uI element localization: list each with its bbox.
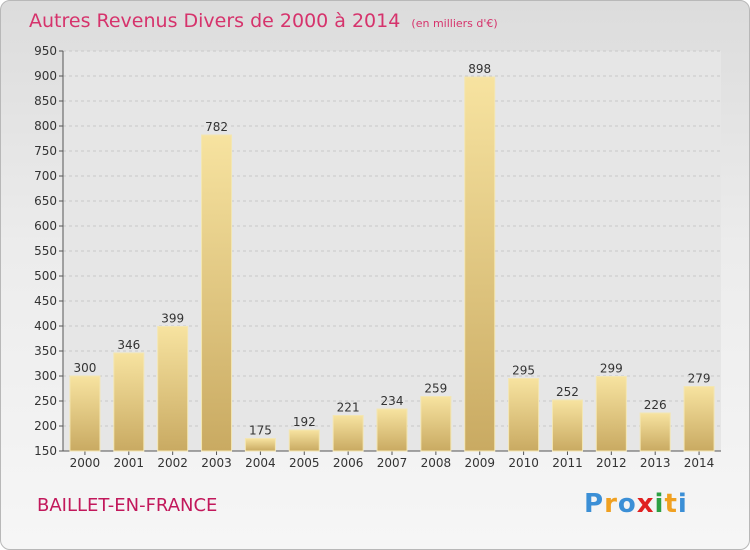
logo-letter: t	[664, 489, 678, 519]
y-tick-label: 250	[34, 394, 57, 408]
x-tick-label: 2014	[684, 456, 715, 470]
x-tick-label: 2003	[201, 456, 232, 470]
bar-2002	[157, 326, 189, 452]
y-tick-label: 300	[34, 369, 57, 383]
logo-letter: i	[677, 489, 688, 519]
x-tick-label: 2000	[70, 456, 101, 470]
chart-title-block: Autres Revenus Divers de 2000 à 2014 (en…	[29, 10, 498, 32]
bar-2013	[639, 412, 671, 452]
x-tick-label: 2011	[552, 456, 583, 470]
y-tick-label: 850	[34, 94, 57, 108]
y-tick-label: 900	[34, 69, 57, 83]
bar-2014	[683, 386, 715, 452]
bar-value-label: 346	[117, 338, 140, 352]
y-tick-label: 450	[34, 294, 57, 308]
bar-2004	[244, 438, 276, 452]
y-tick-label: 950	[34, 44, 57, 58]
bar-2003	[201, 134, 233, 452]
bar-2007	[376, 408, 408, 452]
y-tick-label: 200	[34, 419, 57, 433]
y-tick-label: 500	[34, 269, 57, 283]
chart-subtitle: (en milliers d'€)	[411, 17, 498, 30]
x-tick-label: 2009	[464, 456, 495, 470]
bar-value-label: 782	[205, 120, 228, 134]
bar-2010	[508, 378, 540, 452]
bar-value-label: 279	[688, 372, 711, 386]
bar-2008	[420, 396, 452, 452]
bar-2012	[595, 376, 627, 452]
bar-value-label: 300	[73, 361, 96, 375]
x-tick-label: 2013	[640, 456, 671, 470]
bar-value-label: 252	[556, 385, 579, 399]
bar-2009	[464, 76, 496, 452]
y-tick-label: 800	[34, 119, 57, 133]
bar-value-label: 898	[468, 62, 491, 76]
bar-2000	[69, 375, 101, 452]
y-tick-label: 750	[34, 144, 57, 158]
x-tick-label: 2001	[114, 456, 145, 470]
x-tick-label: 2012	[596, 456, 627, 470]
bar-2005	[288, 429, 320, 452]
bar-value-label: 299	[600, 362, 623, 376]
bar-value-label: 226	[644, 398, 667, 412]
x-tick-label: 2002	[157, 456, 188, 470]
proxiti-logo: Proxiti	[584, 489, 688, 519]
logo-letter: P	[584, 489, 605, 519]
logo-letter: i	[654, 489, 665, 519]
bar-value-label: 259	[424, 382, 447, 396]
y-tick-label: 350	[34, 344, 57, 358]
bar-2006	[332, 415, 364, 452]
bar-value-label: 399	[161, 312, 184, 326]
y-tick-label: 400	[34, 319, 57, 333]
chart-title: Autres Revenus Divers de 2000 à 2014	[29, 10, 401, 32]
y-tick-label: 700	[34, 169, 57, 183]
logo-letter: r	[604, 489, 618, 519]
x-tick-label: 2008	[421, 456, 452, 470]
y-tick-label: 150	[34, 444, 57, 458]
logo-letter: o	[617, 489, 637, 519]
x-tick-label: 2006	[333, 456, 364, 470]
bar-value-label: 175	[249, 424, 272, 438]
bar-value-label: 192	[293, 415, 316, 429]
town-name: BAILLET-EN-FRANCE	[37, 495, 218, 516]
bar-value-label: 221	[337, 401, 360, 415]
bar-2011	[551, 399, 583, 452]
y-tick-label: 550	[34, 244, 57, 258]
y-tick-label: 650	[34, 194, 57, 208]
logo-letter: x	[636, 489, 655, 519]
bar-value-label: 234	[381, 394, 404, 408]
x-tick-label: 2005	[289, 456, 320, 470]
x-tick-label: 2010	[508, 456, 539, 470]
bar-2001	[113, 352, 145, 452]
x-tick-label: 2004	[245, 456, 276, 470]
x-tick-label: 2007	[377, 456, 408, 470]
y-tick-label: 600	[34, 219, 57, 233]
bar-value-label: 295	[512, 364, 535, 378]
